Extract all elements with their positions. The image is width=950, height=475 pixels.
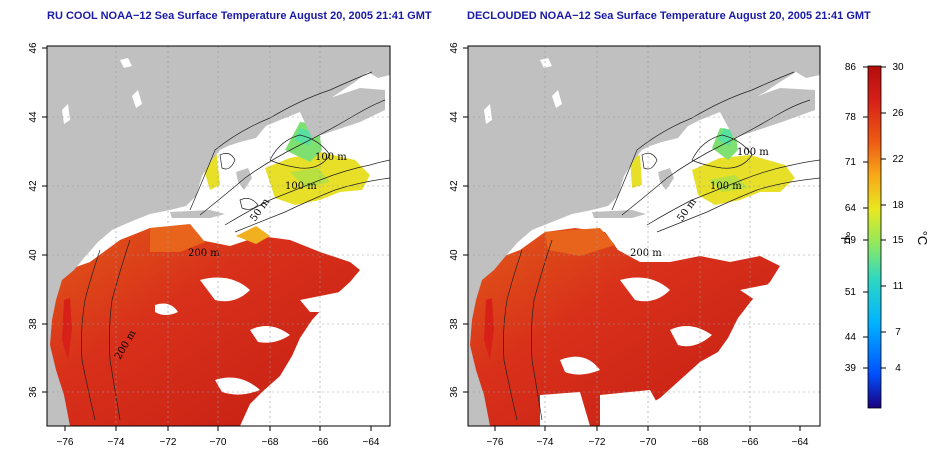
contour-label: 200 m <box>630 248 662 259</box>
y-tick-label: 46 <box>449 42 460 54</box>
x-tick-label: −74 <box>108 437 125 448</box>
colorbar-f-label: 59 <box>845 235 857 246</box>
contour-label: 100 m <box>710 181 742 192</box>
colorbar-celsius-ticks: 30 26 22 18 15 11 7 4 <box>892 62 904 374</box>
x-tick-label: −76 <box>57 437 74 448</box>
x-tick-label: −68 <box>262 437 279 448</box>
colorbar-fahrenheit-ticks: 86 78 71 64 59 51 44 39 <box>845 62 857 374</box>
colorbar-f-label: 71 <box>845 157 857 168</box>
y-axis-ticks-left: 36 38 40 42 44 46 <box>28 42 39 398</box>
sst-warm-region <box>47 225 360 426</box>
colorbar-f-label: 51 <box>845 287 857 298</box>
bathymetry-contours <box>503 71 820 421</box>
colorbar-c-label: 15 <box>892 235 904 246</box>
y-tick-label: 42 <box>449 180 460 192</box>
y-tick-label: 44 <box>28 111 39 123</box>
y-tick-label: 36 <box>28 386 39 398</box>
colorbar-f-label: 64 <box>845 203 857 214</box>
x-tick-label: −76 <box>487 437 504 448</box>
colorbar-gradient <box>867 65 882 409</box>
y-tick-label: 44 <box>449 111 460 123</box>
y-tick-label: 36 <box>449 386 460 398</box>
x-axis-ticks-left: −76 −74 −72 −70 −68 −66 −64 <box>57 437 380 448</box>
contour-label: 100 m <box>285 181 317 192</box>
y-tick-label: 40 <box>28 249 39 261</box>
panel-title-right: DECLOUDED NOAA−12 Sea Surface Temperatur… <box>467 10 871 22</box>
colorbar-f-label: 86 <box>845 62 857 73</box>
colorbar-c-label: 7 <box>895 327 901 338</box>
colorbar-celsius-unit: °C <box>915 231 930 246</box>
contour-label: 200 m <box>188 248 220 259</box>
bathymetry-contours <box>81 71 390 421</box>
land-mass <box>47 46 390 426</box>
x-tick-label: −64 <box>792 437 809 448</box>
map-panel-left: 100 m 100 m 50 m 200 m 200 m <box>28 42 391 448</box>
map-panel-right: 100 m 100 m 50 m 200 m <box>449 42 821 448</box>
colorbar-f-label: 78 <box>845 112 857 123</box>
panel-title-left: RU COOL NOAA−12 Sea Surface Temperature … <box>47 10 432 22</box>
contour-label: 100 m <box>315 152 347 163</box>
colorbar-c-label: 4 <box>895 363 901 374</box>
x-tick-label: −74 <box>537 437 554 448</box>
colorbar: 86 78 71 64 59 51 44 39 30 26 22 18 15 1… <box>838 62 930 409</box>
x-tick-label: −64 <box>363 437 380 448</box>
colorbar-c-label: 30 <box>892 62 904 73</box>
x-tick-label: −66 <box>312 437 329 448</box>
contour-label: 100 m <box>737 147 769 158</box>
x-tick-label: −68 <box>692 437 709 448</box>
y-tick-label: 38 <box>449 318 460 330</box>
colorbar-c-label: 18 <box>892 200 904 211</box>
colorbar-c-label: 11 <box>893 281 904 292</box>
x-tick-label: −72 <box>589 437 606 448</box>
x-tick-label: −66 <box>742 437 759 448</box>
sst-warm-region <box>468 228 780 426</box>
land-mass <box>468 46 820 426</box>
graticule <box>468 46 820 426</box>
y-tick-label: 46 <box>28 42 39 54</box>
y-axis-ticks-right: 36 38 40 42 44 46 <box>449 42 460 398</box>
colorbar-c-label: 26 <box>892 108 904 119</box>
x-tick-label: −70 <box>640 437 657 448</box>
colorbar-fahrenheit-unit: °F <box>838 231 853 244</box>
colorbar-c-label: 22 <box>892 154 904 165</box>
x-axis-ticks-right: −76 −74 −72 −70 −68 −66 −64 <box>487 437 809 448</box>
x-tick-label: −72 <box>160 437 177 448</box>
x-tick-label: −70 <box>210 437 227 448</box>
y-tick-label: 40 <box>449 249 460 261</box>
colorbar-f-label: 39 <box>845 363 857 374</box>
colorbar-f-label: 44 <box>845 332 857 343</box>
graticule <box>47 46 390 426</box>
y-tick-label: 42 <box>28 180 39 192</box>
y-tick-label: 38 <box>28 318 39 330</box>
